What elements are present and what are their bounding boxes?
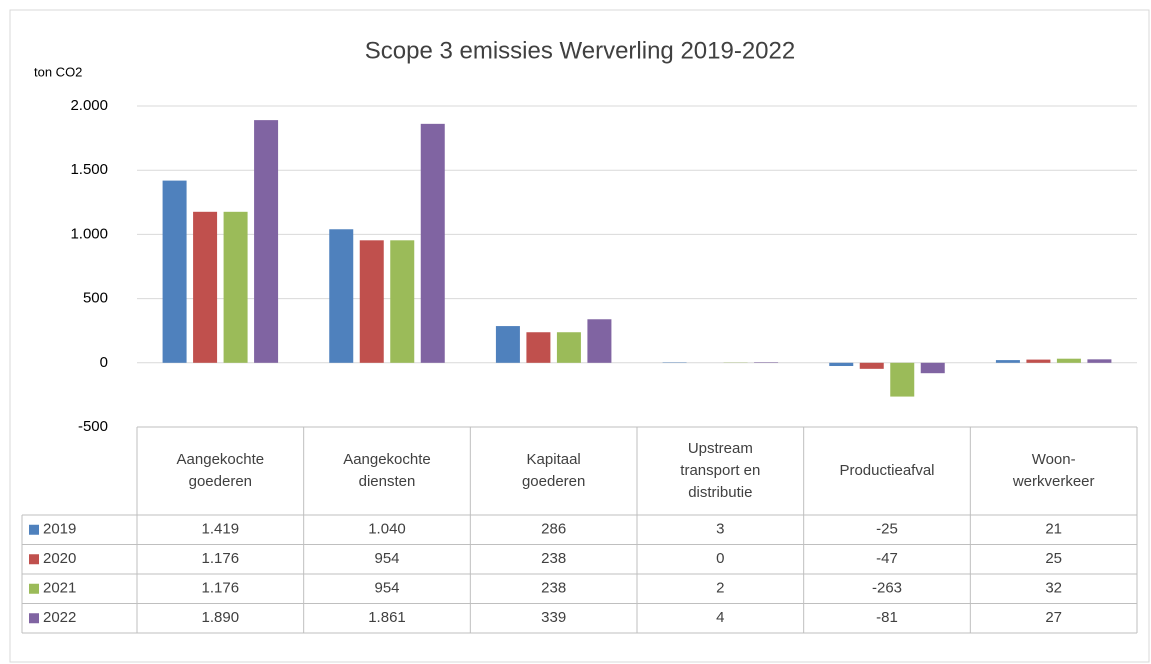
- table-value: 4: [716, 609, 724, 626]
- table-value: 339: [541, 609, 566, 626]
- table-value: 3: [716, 521, 724, 538]
- table-value: 954: [374, 580, 399, 597]
- y-tick-label: 500: [83, 290, 108, 307]
- y-tick-label: 1.000: [70, 225, 108, 242]
- table-value: 1.890: [202, 609, 240, 626]
- legend-label: 2019: [43, 521, 76, 538]
- bar: [995, 360, 1020, 363]
- y-tick-label: -500: [78, 418, 108, 435]
- legend-label: 2020: [43, 550, 76, 567]
- table-value: -25: [876, 521, 898, 538]
- bar: [1087, 359, 1112, 363]
- table-value: 954: [374, 550, 399, 567]
- table-value: 27: [1045, 609, 1062, 626]
- legend-label: 2022: [43, 609, 76, 626]
- category-text: Aangekochte diensten: [343, 451, 431, 490]
- y-axis-label: ton CO2: [34, 64, 82, 79]
- bar: [193, 211, 218, 363]
- table-value: 0: [716, 550, 724, 567]
- table-value: 1.176: [202, 550, 240, 567]
- bar: [162, 180, 187, 363]
- bar: [329, 229, 354, 363]
- table-value: 32: [1045, 580, 1062, 597]
- bar: [829, 362, 854, 367]
- bar: [1026, 359, 1051, 363]
- category-text: Aangekochte goederen: [176, 451, 265, 490]
- table-value: 25: [1045, 550, 1062, 567]
- legend-swatch: [29, 524, 39, 535]
- category-text: Kapitaal goederen: [521, 451, 586, 490]
- category-text: Productieafval: [839, 462, 935, 479]
- x-tick-label: Upstream transport en distributie: [637, 427, 804, 515]
- bar: [495, 326, 520, 363]
- legend-swatch: [29, 554, 39, 565]
- table-value: 1.861: [368, 609, 406, 626]
- y-tick-label: 0: [100, 354, 108, 371]
- bar: [254, 120, 279, 363]
- table-value: 286: [541, 521, 566, 538]
- category-text: Upstream transport en distributie: [680, 440, 761, 501]
- bar: [390, 240, 415, 363]
- legend-swatch: [29, 613, 39, 624]
- table-value: 1.040: [368, 521, 406, 538]
- table-value: 21: [1045, 521, 1062, 538]
- bar: [920, 362, 945, 374]
- bar: [754, 362, 779, 363]
- chart-border: [9, 9, 1150, 663]
- x-tick-label: Kapitaal goederen: [470, 427, 637, 515]
- x-tick-label: Woon-werkverkeer: [970, 427, 1137, 515]
- bar: [526, 332, 551, 363]
- bar: [223, 211, 248, 363]
- bar: [1056, 358, 1081, 363]
- y-tick-label: 2.000: [70, 97, 108, 114]
- table-value: -263: [872, 580, 902, 597]
- legend-label: 2021: [43, 580, 76, 597]
- bar: [359, 240, 384, 363]
- chart-title: Scope 3 emissies Werverling 2019-2022: [365, 37, 795, 64]
- table-value: 238: [541, 550, 566, 567]
- x-tick-label: Aangekochte goederen: [137, 427, 304, 515]
- category-text: Woon-werkverkeer: [1012, 451, 1095, 490]
- bar: [420, 123, 445, 363]
- bar: [556, 332, 581, 363]
- y-tick-label: 1.500: [70, 161, 108, 178]
- table-value: 1.176: [202, 580, 240, 597]
- table-value: 1.419: [202, 521, 240, 538]
- table-value: -81: [876, 609, 898, 626]
- bar: [890, 362, 915, 397]
- bar: [859, 362, 884, 369]
- legend-swatch: [29, 583, 39, 594]
- table-value: 238: [541, 580, 566, 597]
- x-tick-label: Productieafval: [804, 427, 971, 515]
- x-tick-label: Aangekochte diensten: [304, 427, 471, 515]
- bar: [587, 319, 612, 363]
- table-value: -47: [876, 550, 898, 567]
- table-value: 2: [716, 580, 724, 597]
